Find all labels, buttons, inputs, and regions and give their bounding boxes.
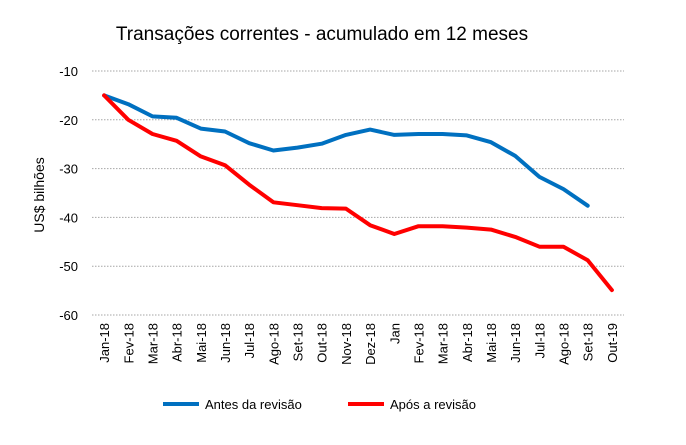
- y-tick-label: -10: [59, 64, 78, 79]
- chart-title: Transações correntes - acumulado em 12 m…: [116, 24, 528, 45]
- x-tick-label: Jan: [387, 323, 402, 344]
- x-tick-label: Ago-18: [266, 323, 281, 365]
- legend-label-2: Após a revisão: [390, 397, 476, 412]
- x-tick-label: Dez-18: [363, 323, 378, 365]
- x-tick-label: Mar-18: [436, 323, 451, 364]
- y-tick-label: -60: [59, 308, 78, 323]
- x-tick-label: Out-19: [605, 323, 620, 363]
- x-tick-label: Jun-18: [508, 323, 523, 363]
- x-tick-label: Jul-18: [532, 323, 547, 358]
- x-tick-label: Abr-18: [460, 323, 475, 362]
- y-tick-label: -30: [59, 162, 78, 177]
- series-line-2: [102, 93, 614, 293]
- y-gridlines: [92, 70, 624, 316]
- series-line-1: [102, 93, 590, 208]
- x-tick-label: Jun-18: [218, 323, 233, 363]
- x-tick-label: Fev-18: [121, 323, 136, 363]
- x-tick-label: Abr-18: [170, 323, 185, 362]
- x-tick-label: Ago-18: [557, 323, 572, 365]
- y-tick-label: -50: [59, 259, 78, 274]
- x-tick-label: Jan-18: [97, 323, 112, 363]
- series-lines: [102, 93, 614, 293]
- y-tick-label: -20: [59, 113, 78, 128]
- x-axis-ticks: Jan-18 Fev-18 Mar-18 Abr-18 Mai-18 Jun-18 Jul-…: [97, 323, 620, 365]
- x-tick-label: Fev-18: [411, 323, 426, 363]
- x-tick-label: Jul-18: [242, 323, 257, 358]
- x-tick-label: Mai-18: [194, 323, 209, 363]
- x-tick-label: Out-18: [315, 323, 330, 363]
- x-tick-label: Mai-18: [484, 323, 499, 363]
- legend-label-1: Antes da revisão: [205, 397, 302, 412]
- y-axis-ticks: -10 -20 -30 -40 -50 -60: [59, 64, 78, 323]
- x-tick-label: Nov-18: [339, 323, 354, 365]
- y-axis-label: US$ bilhões: [31, 157, 47, 233]
- x-tick-label: Mar-18: [145, 323, 160, 364]
- x-tick-label: Set-18: [291, 323, 306, 361]
- x-tick-label: Set-18: [581, 323, 596, 361]
- y-tick-label: -40: [59, 210, 78, 225]
- legend: Antes da revisão Após a revisão: [163, 397, 476, 412]
